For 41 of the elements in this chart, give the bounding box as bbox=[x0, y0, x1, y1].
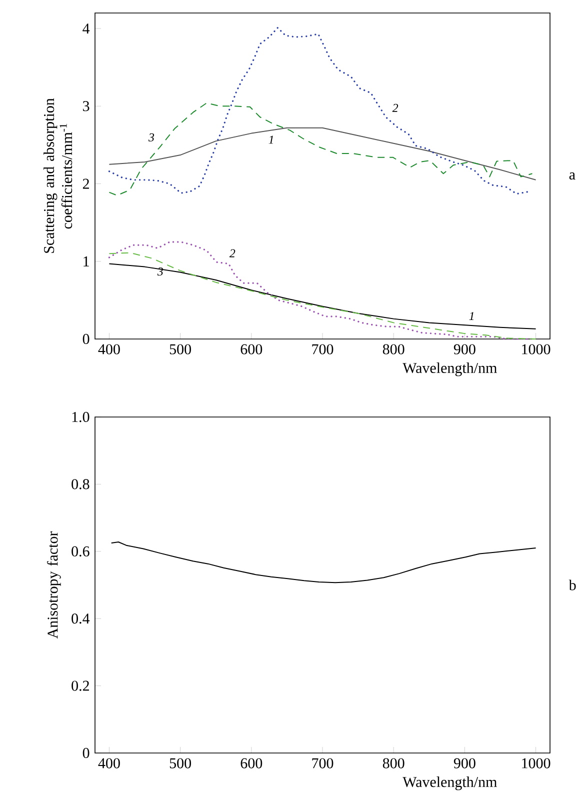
y-tick-label: 4 bbox=[82, 24, 90, 34]
y-tick-label: 1 bbox=[84, 256, 89, 266]
x-tick-label: 400 bbox=[98, 758, 120, 768]
y-tick-label: 1.0 bbox=[72, 412, 90, 422]
y-tick-label: 0 bbox=[82, 334, 90, 344]
line-series bbox=[110, 541, 536, 584]
x-tick-label: 400 bbox=[98, 344, 120, 354]
x-tick-label: 900 bbox=[454, 344, 476, 354]
x-tick-label: 600 bbox=[240, 344, 262, 354]
series-label: 1 bbox=[469, 312, 474, 320]
y-tick-label: 0.8 bbox=[72, 479, 90, 490]
x-tick-label: 800 bbox=[382, 344, 404, 354]
x-axis-title: Wavelength/nm bbox=[402, 362, 497, 376]
x-tick-label: 1000 bbox=[522, 344, 550, 354]
x-tick-label: 1000 bbox=[522, 758, 550, 768]
series-label: 2 bbox=[392, 104, 398, 112]
x-tick-label: 600 bbox=[240, 758, 262, 768]
x-tick-label: 900 bbox=[454, 758, 476, 768]
x-axis-title: Wavelength/nm bbox=[402, 776, 497, 790]
text: a bbox=[569, 172, 576, 180]
series-label: 3 bbox=[157, 267, 163, 276]
series-label: 2 bbox=[229, 249, 236, 258]
x-tick-label: 800 bbox=[382, 758, 404, 768]
x-tick-label: 500 bbox=[170, 344, 191, 354]
series-label: 1 bbox=[268, 136, 274, 144]
text: b bbox=[568, 580, 576, 590]
series-label: 3 bbox=[148, 133, 154, 142]
y-tick-label: 0.2 bbox=[72, 680, 89, 691]
y-axis-title: Anisotropy factor bbox=[47, 531, 61, 639]
x-tick-label: 700 bbox=[312, 344, 334, 354]
y-tick-label: 3 bbox=[83, 101, 90, 112]
y-tick-label: 0.4 bbox=[72, 614, 90, 624]
line-series bbox=[108, 127, 536, 180]
y-tick-label: 0 bbox=[82, 748, 90, 758]
y-tick-label: 2 bbox=[82, 178, 89, 189]
line-series bbox=[108, 102, 533, 196]
x-tick-label: 500 bbox=[170, 758, 191, 768]
y-axis-title: Scattering and absorption coefficients/mm$^{-1}$ bbox=[44, 98, 72, 253]
y-tick-label: 0.6 bbox=[72, 546, 90, 556]
line-series bbox=[108, 26, 530, 195]
x-tick-label: 700 bbox=[312, 758, 334, 768]
